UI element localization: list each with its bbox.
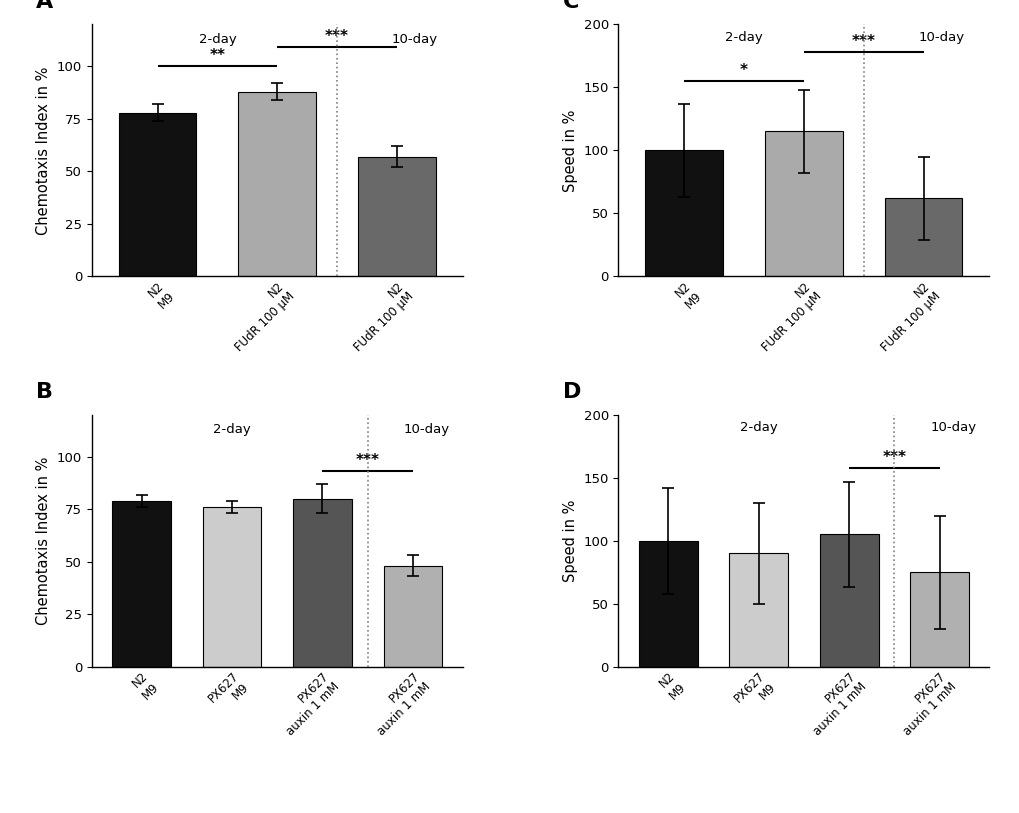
- Text: 2-day: 2-day: [199, 33, 236, 46]
- Text: ***: ***: [881, 450, 906, 465]
- Bar: [764, 132, 842, 276]
- Text: 10-day: 10-day: [929, 421, 975, 434]
- Text: ***: ***: [325, 29, 348, 45]
- Text: 2-day: 2-day: [739, 421, 776, 434]
- Bar: [292, 498, 352, 667]
- Bar: [883, 198, 962, 276]
- Bar: [909, 572, 968, 667]
- Text: A: A: [36, 0, 53, 12]
- Bar: [383, 566, 442, 667]
- Bar: [729, 554, 788, 667]
- Text: D: D: [562, 382, 581, 402]
- Text: 2-day: 2-day: [213, 424, 251, 437]
- Text: C: C: [562, 0, 579, 12]
- Bar: [638, 541, 697, 667]
- Y-axis label: Speed in %: Speed in %: [562, 499, 578, 582]
- Text: 10-day: 10-day: [917, 31, 964, 44]
- Text: *: *: [740, 63, 747, 78]
- Bar: [203, 507, 261, 667]
- Bar: [118, 112, 197, 276]
- Bar: [358, 157, 435, 276]
- Bar: [645, 150, 722, 276]
- Y-axis label: Chemotaxis Index in %: Chemotaxis Index in %: [37, 66, 51, 234]
- Y-axis label: Speed in %: Speed in %: [562, 109, 578, 192]
- Bar: [112, 501, 171, 667]
- Text: 10-day: 10-day: [404, 424, 449, 437]
- Bar: [238, 92, 316, 276]
- Text: B: B: [36, 382, 53, 402]
- Text: 10-day: 10-day: [391, 33, 437, 46]
- Text: ***: ***: [851, 34, 875, 49]
- Text: 2-day: 2-day: [725, 31, 762, 44]
- Y-axis label: Chemotaxis Index in %: Chemotaxis Index in %: [37, 457, 51, 625]
- Text: ***: ***: [356, 454, 379, 468]
- Text: **: **: [209, 48, 225, 63]
- Bar: [819, 534, 877, 667]
